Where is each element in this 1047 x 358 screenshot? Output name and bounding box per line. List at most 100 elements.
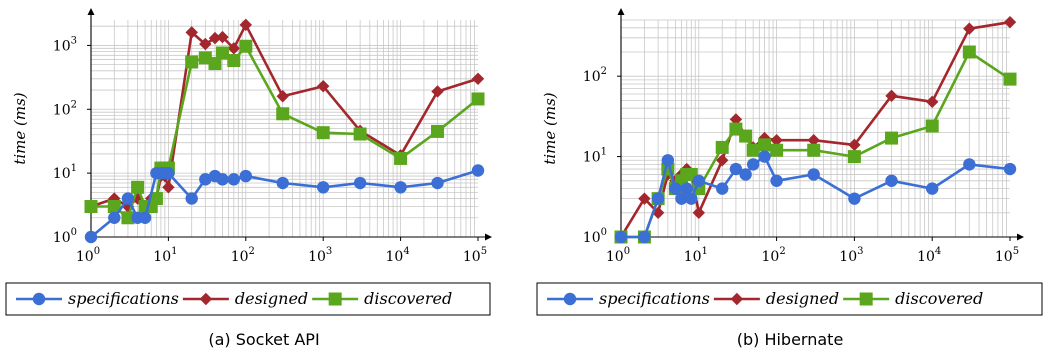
data-point-designed bbox=[716, 154, 729, 167]
data-point-discovered bbox=[770, 143, 784, 157]
data-point-specifications bbox=[239, 169, 252, 183]
legend-item-specifications: specifications bbox=[547, 289, 710, 308]
data-point-specifications bbox=[394, 181, 407, 194]
data-point-designed bbox=[729, 113, 743, 126]
y-tick-exponent: 0 bbox=[601, 227, 607, 238]
data-point-specifications bbox=[1003, 162, 1017, 176]
legend: specifications designed discovered bbox=[536, 282, 1043, 316]
data-point-specifications bbox=[675, 192, 688, 205]
data-point-specifications bbox=[121, 192, 135, 205]
data-point-designed bbox=[471, 72, 485, 86]
y-tick-label: 100 bbox=[53, 227, 77, 246]
x-tick-exponent: 2 bbox=[249, 246, 255, 257]
data-point-discovered bbox=[1003, 72, 1017, 86]
data-point-discovered bbox=[746, 143, 760, 157]
data-point-specifications bbox=[614, 230, 628, 244]
legend-swatch-marker bbox=[859, 292, 873, 306]
legend-label-specifications: specifications bbox=[599, 289, 710, 308]
data-point-discovered bbox=[185, 55, 199, 69]
data-point-discovered bbox=[962, 45, 976, 59]
x-axis-arrow bbox=[1017, 233, 1024, 241]
data-point-specifications bbox=[746, 158, 760, 171]
data-point-specifications bbox=[276, 176, 289, 190]
data-point-discovered bbox=[208, 57, 222, 71]
y-tick-label: 103 bbox=[53, 35, 77, 54]
data-point-designed bbox=[317, 79, 330, 93]
x-tick-exponent: 5 bbox=[481, 246, 487, 257]
y-axis-label: time (ms) bbox=[11, 92, 29, 164]
y-tick-exponent: 0 bbox=[71, 227, 77, 238]
data-point-discovered bbox=[107, 200, 121, 214]
data-point-specifications bbox=[729, 162, 743, 176]
data-point-specifications bbox=[353, 176, 367, 190]
data-point-specifications bbox=[227, 173, 241, 186]
series-discovered bbox=[84, 39, 485, 225]
data-point-discovered bbox=[471, 92, 485, 106]
x-tick-label: 100 bbox=[76, 246, 100, 265]
y-axis-unit: ms bbox=[11, 98, 29, 120]
y-tick-exponent: 1 bbox=[71, 163, 77, 174]
data-point-specifications bbox=[963, 158, 976, 171]
x-tick-exponent: 0 bbox=[624, 246, 630, 257]
legend-label-discovered: discovered bbox=[364, 289, 452, 308]
data-point-discovered bbox=[276, 107, 290, 121]
data-point-designed bbox=[638, 192, 651, 205]
x-tick-label: 102 bbox=[231, 246, 255, 265]
data-point-specifications bbox=[680, 182, 693, 195]
x-tick-label: 101 bbox=[153, 246, 177, 265]
data-point-discovered bbox=[807, 143, 821, 157]
data-point-specifications bbox=[716, 182, 729, 195]
legend-swatch-marker bbox=[328, 292, 342, 306]
data-point-specifications bbox=[431, 176, 444, 190]
legend-swatch-marker bbox=[563, 292, 577, 306]
data-point-discovered bbox=[121, 211, 135, 225]
series-specifications bbox=[614, 150, 1017, 244]
data-point-designed bbox=[770, 133, 783, 147]
legend-item-discovered: discovered bbox=[312, 289, 452, 308]
y-axis-arrow bbox=[87, 8, 95, 15]
x-tick-exponent: 3 bbox=[857, 246, 863, 257]
data-point-designed bbox=[926, 95, 939, 109]
data-point-specifications bbox=[651, 192, 665, 205]
grid bbox=[620, 19, 1010, 238]
data-point-discovered bbox=[84, 200, 98, 214]
data-point-specifications bbox=[638, 230, 651, 244]
legend-box bbox=[5, 282, 491, 316]
series-discovered bbox=[614, 45, 1017, 244]
data-point-designed bbox=[963, 22, 976, 35]
x-axis-arrow bbox=[485, 233, 492, 241]
y-tick-exponent: 1 bbox=[601, 147, 607, 158]
x-tick-label: 105 bbox=[463, 246, 487, 265]
data-point-specifications bbox=[848, 192, 861, 205]
data-point-specifications bbox=[807, 168, 820, 181]
y-axis-unit: ms bbox=[541, 98, 559, 120]
legend: specifications designed discovered bbox=[5, 282, 491, 316]
data-point-specifications bbox=[138, 211, 152, 224]
data-point-specifications bbox=[661, 154, 675, 167]
x-tick-label: 105 bbox=[995, 246, 1019, 265]
x-tick-exponent: 4 bbox=[403, 246, 409, 257]
data-point-discovered bbox=[739, 129, 753, 143]
data-point-designed bbox=[431, 85, 444, 98]
x-tick-label: 104 bbox=[385, 246, 409, 265]
data-point-designed bbox=[276, 90, 289, 103]
x-tick-exponent: 0 bbox=[94, 246, 100, 257]
data-point-discovered bbox=[216, 46, 230, 60]
data-point-specifications bbox=[692, 174, 705, 188]
data-point-specifications bbox=[739, 168, 752, 181]
y-tick-exponent: 2 bbox=[601, 66, 607, 77]
data-point-designed bbox=[758, 131, 771, 145]
data-point-discovered bbox=[847, 150, 861, 164]
data-point-discovered bbox=[239, 39, 253, 53]
data-point-designed bbox=[208, 31, 222, 45]
legend-item-discovered: discovered bbox=[843, 289, 983, 308]
x-tick-label: 103 bbox=[839, 246, 863, 265]
data-point-specifications bbox=[185, 192, 198, 205]
series-line-designed bbox=[619, 20, 1011, 238]
legend-swatch-marker bbox=[199, 292, 213, 306]
data-point-specifications bbox=[317, 181, 330, 194]
data-point-specifications bbox=[885, 174, 898, 188]
panel-caption: (b) Hibernate bbox=[737, 330, 844, 349]
legend-item-designed: designed bbox=[182, 289, 308, 308]
